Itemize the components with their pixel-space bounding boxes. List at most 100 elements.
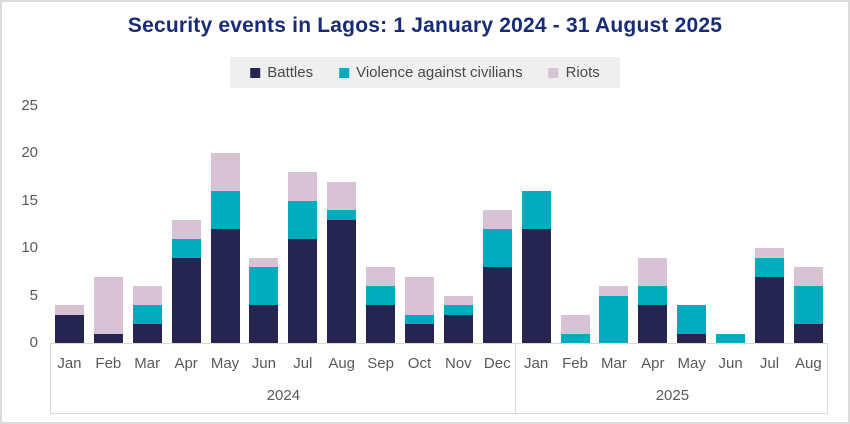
bar-segment-riots [132, 286, 162, 306]
bar-segment-riots [249, 257, 279, 268]
legend-swatch-icon [548, 67, 559, 78]
bar-segment-riots [443, 295, 473, 306]
bar-segment-violence-against-civilians [521, 191, 551, 230]
x-axis-year-label-2025: 2025 [655, 387, 690, 404]
y-tick-label-5: 5 [29, 286, 38, 304]
bar-column-1 [50, 106, 89, 343]
bar-column-15 [594, 106, 633, 343]
x-axis-month-labels: Jan Feb Mar Apr May Jun Jul Aug Sep Oct Nov Dec Jan F… [50, 343, 828, 377]
bar-segment-violence-against-civilians [754, 257, 784, 277]
bar-segment-riots [793, 267, 823, 287]
bar-segment-violence-against-civilians [327, 210, 357, 220]
bar-segment-battles [288, 238, 318, 343]
bar-column-8 [322, 106, 361, 343]
bar-segment-battles [249, 305, 279, 343]
legend-label: Riots [565, 64, 600, 81]
bar-segment-violence-against-civilians [171, 238, 201, 258]
y-tick-label-0: 0 [29, 334, 38, 351]
chart-legend: Battles Violence against civilians Riots [230, 57, 620, 88]
y-tick-label-25: 25 [21, 97, 38, 114]
bar-segment-battles [521, 229, 551, 343]
x-tick-month-label: Mar [600, 354, 627, 372]
x-tick-month-label: Jan [57, 354, 82, 372]
bar-column-18 [711, 106, 750, 343]
bar-segment-violence-against-civilians [638, 286, 668, 306]
bar-column-12 [478, 106, 517, 343]
x-tick-month-label: Apr [174, 354, 198, 372]
bar-segment-battles [754, 276, 784, 343]
legend-swatch-icon [250, 67, 261, 78]
bar-column-16 [633, 106, 672, 343]
bar-segment-riots [482, 210, 512, 230]
bar-column-2 [89, 106, 128, 343]
bar-column-6 [244, 106, 283, 343]
x-tick-month-label: Oct [407, 354, 432, 372]
bar-column-14 [556, 106, 595, 343]
x-tick-month-label: Nov [445, 354, 472, 372]
x-tick-month-label: Jun [718, 354, 743, 372]
chart-title: Security events in Lagos: 1 January 2024… [127, 14, 723, 37]
bar-segment-violence-against-civilians [560, 333, 590, 343]
bar-segment-battles [366, 305, 396, 343]
x-tick-month-label: Apr [641, 354, 665, 372]
x-axis-year-divider [515, 344, 516, 413]
x-tick-month-label: Aug [795, 354, 822, 372]
legend-label: Battles [267, 64, 314, 81]
bar-segment-battles [638, 305, 668, 343]
x-tick-month-label: Feb [562, 354, 588, 372]
bar-column-5 [206, 106, 245, 343]
bar-segment-riots [366, 267, 396, 287]
x-tick-month-label: Sep [367, 354, 394, 372]
bar-column-20 [789, 106, 828, 343]
bar-segment-violence-against-civilians [132, 305, 162, 325]
legend-item-battles: Battles [250, 64, 313, 81]
bar-segment-riots [210, 153, 240, 192]
bar-segment-violence-against-civilians [366, 286, 396, 306]
y-tick-label-15: 15 [21, 191, 38, 209]
legend-swatch-icon [339, 67, 350, 78]
bar-column-4 [167, 106, 206, 343]
bar-segment-riots [93, 276, 123, 334]
bar-column-11 [439, 106, 478, 343]
bar-segment-violence-against-civilians [443, 305, 473, 315]
bar-segment-battles [404, 324, 434, 343]
bar-column-7 [283, 106, 322, 343]
bar-segment-battles [93, 333, 123, 343]
bar-segment-riots [288, 172, 318, 201]
bar-segment-violence-against-civilians [288, 200, 318, 239]
x-axis-year-label-2024: 2024 [266, 387, 301, 404]
bar-segment-riots [54, 305, 84, 315]
x-axis-year-labels: 2024 2025 [50, 387, 828, 404]
bar-segment-battles [793, 324, 823, 343]
bar-segment-violence-against-civilians [404, 314, 434, 325]
bar-segment-violence-against-civilians [210, 191, 240, 230]
x-tick-month-label: Jul [759, 354, 780, 372]
bar-segment-riots [599, 286, 629, 296]
bar-column-13 [517, 106, 556, 343]
x-tick-month-label: Jan [524, 354, 549, 372]
x-tick-month-label: May [210, 354, 240, 372]
bar-column-3 [128, 106, 167, 343]
bar-segment-violence-against-civilians [599, 295, 629, 343]
bar-segment-battles [132, 324, 162, 343]
bar-segment-violence-against-civilians [716, 333, 746, 343]
bar-segment-battles [210, 229, 240, 343]
x-tick-month-label: Feb [95, 354, 122, 372]
bar-segment-riots [404, 276, 434, 315]
bar-column-9 [361, 106, 400, 343]
x-tick-month-label: Dec [483, 354, 511, 372]
bar-segment-riots [754, 248, 784, 258]
bar-column-19 [750, 106, 789, 343]
bar-segment-violence-against-civilians [793, 286, 823, 325]
bar-segment-violence-against-civilians [677, 305, 707, 334]
bar-segment-battles [443, 314, 473, 343]
legend-item-violence-against-civilians: Violence against civilians [339, 64, 523, 81]
bar-column-17 [672, 106, 711, 343]
x-tick-month-label: Jul [293, 354, 313, 372]
x-axis-band [50, 343, 828, 414]
bar-segment-battles [171, 257, 201, 343]
x-tick-month-label: Mar [134, 354, 161, 372]
y-tick-label-10: 10 [21, 239, 38, 257]
bar-segment-violence-against-civilians [249, 267, 279, 306]
